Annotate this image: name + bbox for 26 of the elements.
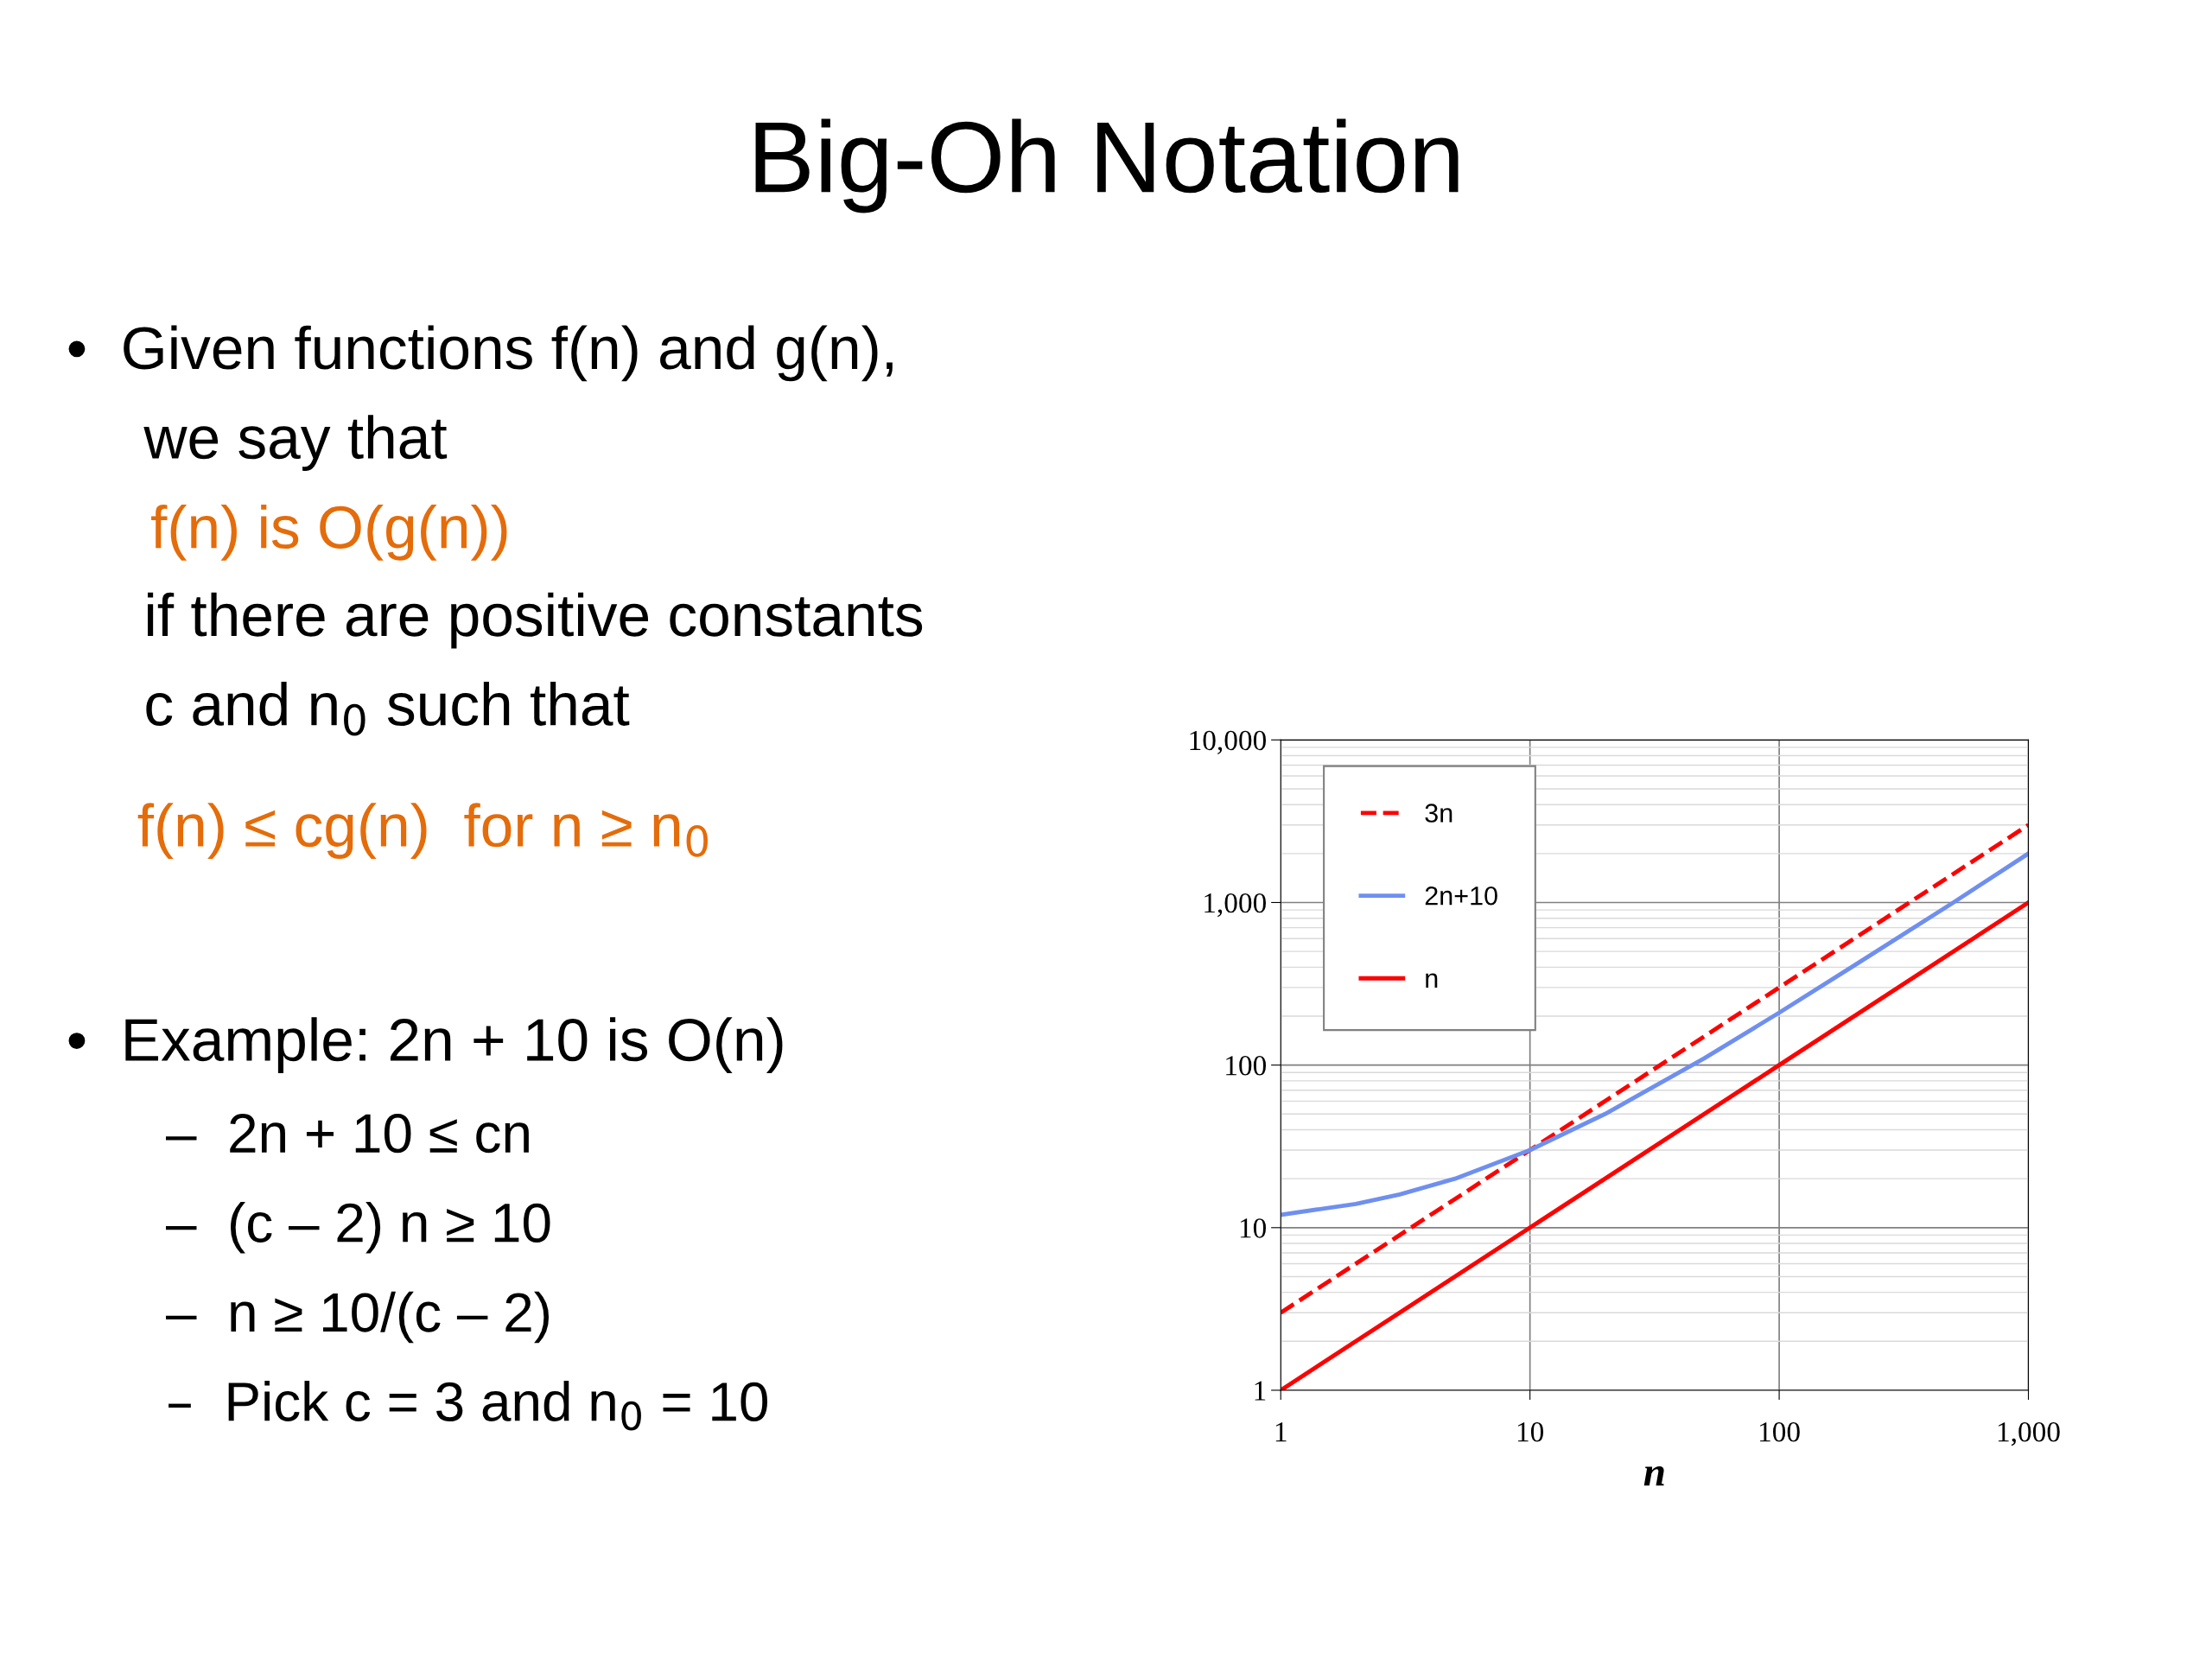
text: – (c – 2) n ≥ 10 xyxy=(166,1202,550,1254)
chart-title: Big-Oh Notation xyxy=(755,118,1459,213)
text: – 2n + 10 ≤ cn xyxy=(166,1114,529,1154)
legend-label: 2n+10 xyxy=(1425,886,1497,906)
y-tick-label: 1 xyxy=(1255,1381,1266,1401)
text: – n ≥ 10/(c – 2) xyxy=(166,1291,550,1344)
text: f(n) ≤ cg(n) for n ≥ n$_{0}$ xyxy=(137,803,709,860)
text: c and n$_{0}$ such that xyxy=(146,682,630,736)
legend-label: 3n xyxy=(1425,804,1452,823)
x-tick-label: 1 xyxy=(1275,1422,1287,1442)
text: • Example: 2n + 10 is O(n) xyxy=(68,1017,783,1073)
text: f(n) is O(g(n)) xyxy=(151,504,507,561)
x-tick-label: 10 xyxy=(1517,1422,1544,1442)
x-tick-label: 1,000 xyxy=(1998,1422,2060,1446)
text: • Given functions f(n) and g(n), xyxy=(68,325,893,382)
y-tick-label: 1,000 xyxy=(1205,893,1266,918)
y-tick-label: 10 xyxy=(1240,1218,1266,1238)
text: – Pick c = 3 and n$_{0}$ = 10 xyxy=(168,1381,767,1431)
y-tick-label: 10,000 xyxy=(1190,730,1266,755)
text: we say that xyxy=(143,415,448,472)
line-series xyxy=(1281,823,2029,1315)
x-tick-label: 100 xyxy=(1760,1422,1800,1442)
text: if there are positive constants xyxy=(148,592,923,649)
y-tick-label: 100 xyxy=(1226,1056,1266,1076)
x-axis-title: n xyxy=(1643,1465,1664,1486)
legend-label: n xyxy=(1426,973,1438,988)
